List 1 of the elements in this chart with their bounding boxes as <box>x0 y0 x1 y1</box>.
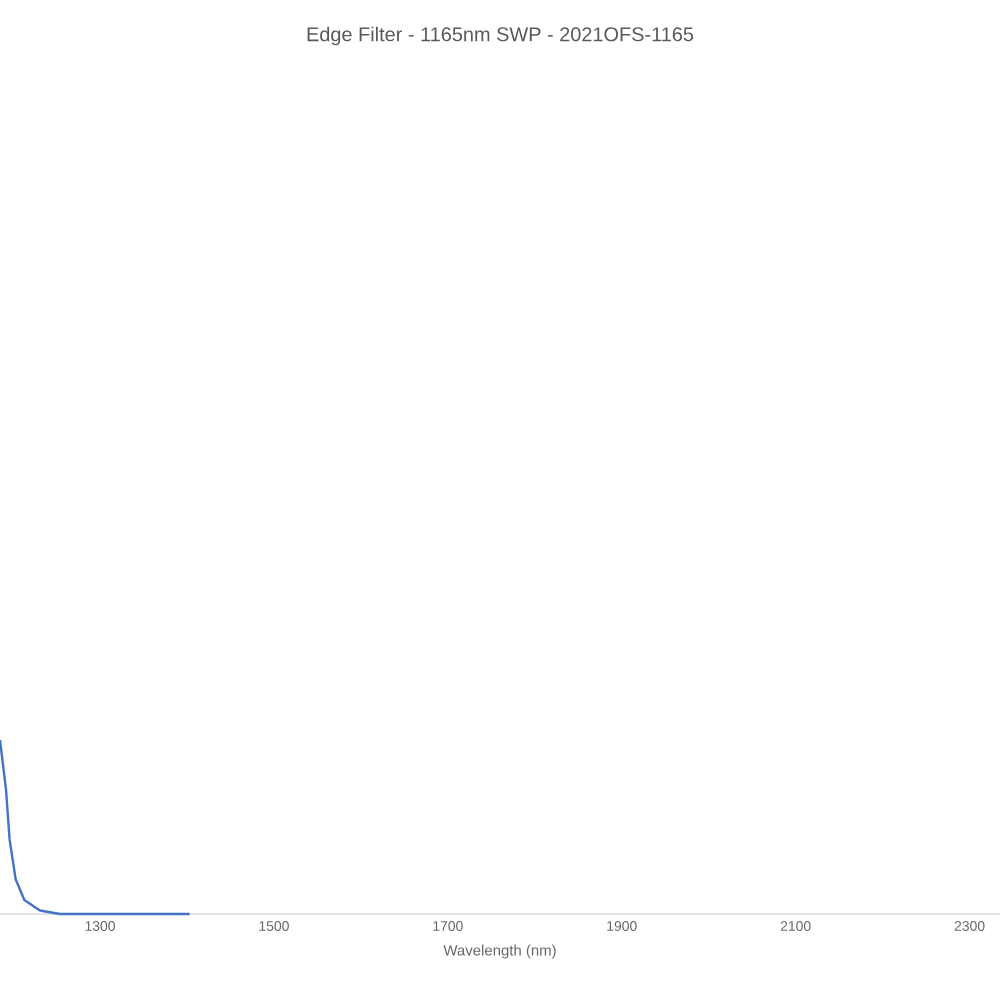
chart-title: Edge Filter - 1165nm SWP - 2021OFS-1165 <box>307 26 694 46</box>
